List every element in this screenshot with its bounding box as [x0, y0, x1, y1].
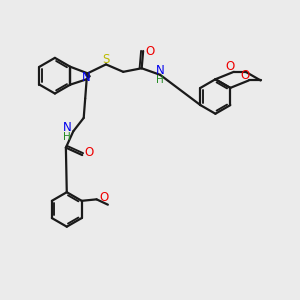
- Text: O: O: [145, 44, 154, 58]
- Text: S: S: [102, 53, 110, 66]
- Text: N: N: [82, 71, 91, 84]
- Text: O: O: [226, 60, 235, 73]
- Text: O: O: [84, 146, 93, 159]
- Text: H: H: [63, 132, 70, 142]
- Text: H: H: [156, 75, 164, 85]
- Text: N: N: [156, 64, 164, 77]
- Text: N: N: [62, 121, 71, 134]
- Text: O: O: [241, 69, 250, 82]
- Text: O: O: [99, 191, 108, 204]
